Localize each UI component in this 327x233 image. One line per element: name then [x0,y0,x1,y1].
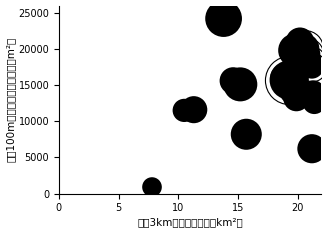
Point [312,101,317,104]
Point [286,78,292,82]
Point [221,17,226,21]
Point [244,132,249,136]
Point [302,46,307,50]
Point [231,79,236,83]
Point [191,108,197,112]
Point [293,48,298,52]
Point [304,52,310,56]
Point [181,109,187,112]
Point [238,82,243,86]
Point [309,147,315,151]
Point [304,52,310,56]
Point [297,40,302,44]
Point [290,89,295,93]
Point [310,90,316,94]
Point [302,46,307,50]
Y-axis label: 半径100m圏の森林と草地面積（m²）: 半径100m圏の森林と草地面積（m²） [6,37,16,162]
Point [282,76,287,80]
Point [149,185,155,189]
X-axis label: 半径3km圏の森林面積（km²）: 半径3km圏の森林面積（km²） [137,217,243,227]
Point [282,76,287,80]
Point [307,59,312,63]
Point [309,65,315,69]
Point [307,59,312,63]
Point [286,78,292,82]
Point [309,65,315,69]
Point [294,96,299,100]
